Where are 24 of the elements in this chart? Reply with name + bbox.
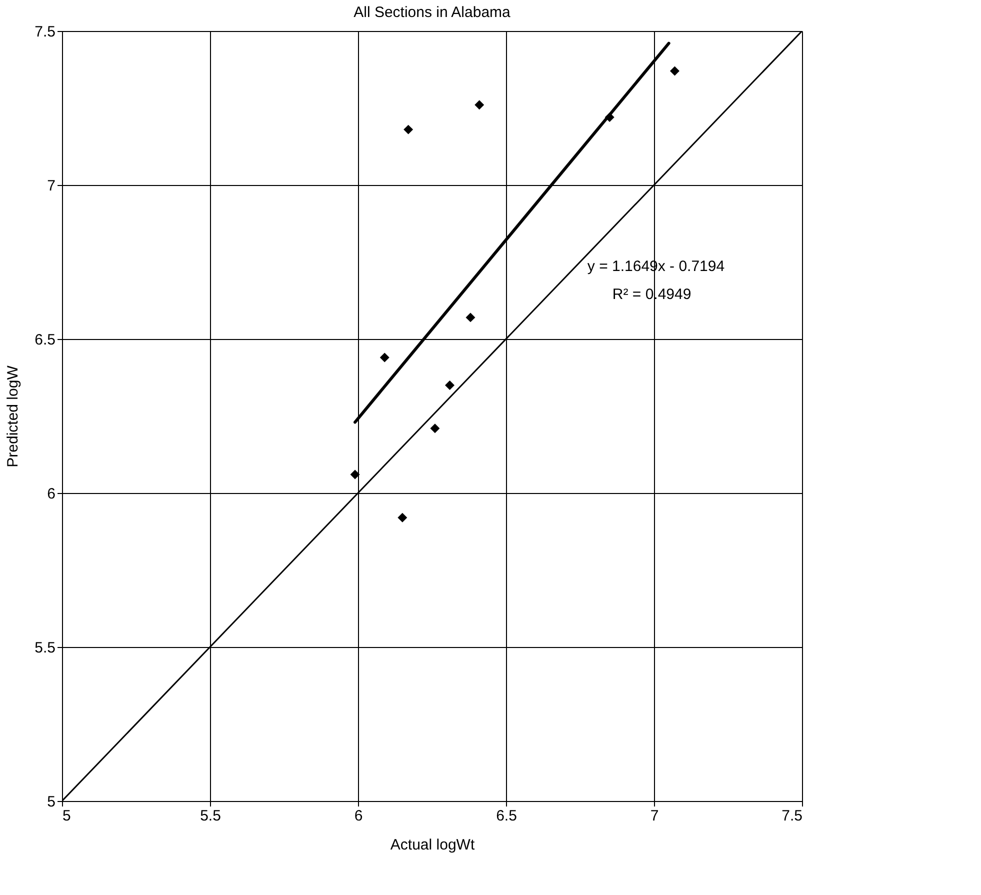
x-tick-label: 7 <box>650 808 659 824</box>
y-tick-label: 5.5 <box>34 640 56 656</box>
point <box>474 100 484 110</box>
x-tick-label: 5 <box>62 808 71 824</box>
y-axis-title: Predicted logW <box>4 364 22 468</box>
point <box>350 470 360 480</box>
chart-title: All Sections in Alabama <box>354 4 512 21</box>
y-tick-label: 6.5 <box>34 332 56 348</box>
x-tick-label: 6.5 <box>496 808 517 824</box>
x-tick-label: 5.5 <box>200 808 221 824</box>
point <box>398 512 408 522</box>
point <box>430 424 440 434</box>
x-tick-label: 7.5 <box>782 808 802 824</box>
point <box>466 312 476 322</box>
point <box>404 124 414 134</box>
point <box>380 352 390 362</box>
y-tick-label: 5 <box>47 794 56 810</box>
point <box>670 66 680 76</box>
y-tick-label: 6 <box>47 486 56 502</box>
y-tick-label: 7 <box>47 178 56 194</box>
x-tick-label: 6 <box>354 808 363 824</box>
y-tick-label: 7.5 <box>34 24 56 40</box>
point <box>445 380 455 390</box>
x-axis-title: Actual logWt <box>390 836 476 854</box>
